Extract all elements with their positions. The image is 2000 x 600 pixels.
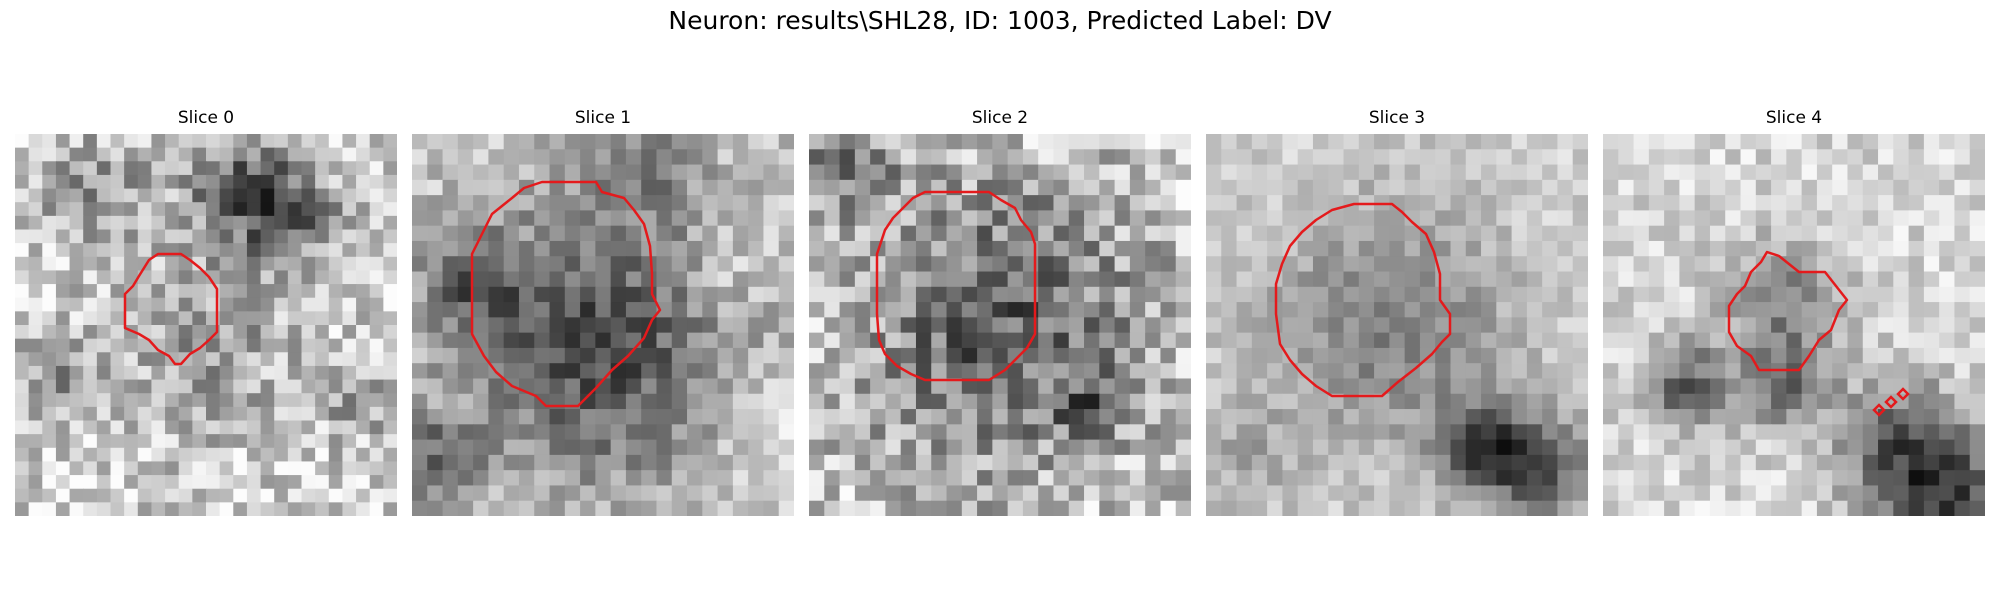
slice-title-0: Slice 0 (177, 108, 235, 128)
slice-image-1 (412, 134, 794, 516)
figure-title: Neuron: results\SHL28, ID: 1003, Predict… (668, 6, 1332, 35)
segmentation-contour (123, 252, 219, 366)
contour-fragment (1872, 403, 1886, 417)
segmentation-contour (470, 180, 662, 408)
slice-image-0 (15, 134, 397, 516)
slice-title-1: Slice 1 (574, 108, 632, 128)
contour-fragment (1884, 395, 1898, 409)
segmentation-contour (1727, 250, 1849, 372)
slice-title-3: Slice 3 (1368, 108, 1426, 128)
segmentation-contour (875, 190, 1037, 382)
slice-title-2: Slice 2 (971, 108, 1029, 128)
slice-image-2 (809, 134, 1191, 516)
slice-title-4: Slice 4 (1765, 108, 1823, 128)
contour-fragment (1896, 387, 1910, 401)
slice-image-4 (1603, 134, 1985, 516)
slice-image-3 (1206, 134, 1588, 516)
segmentation-contour (1274, 202, 1452, 398)
